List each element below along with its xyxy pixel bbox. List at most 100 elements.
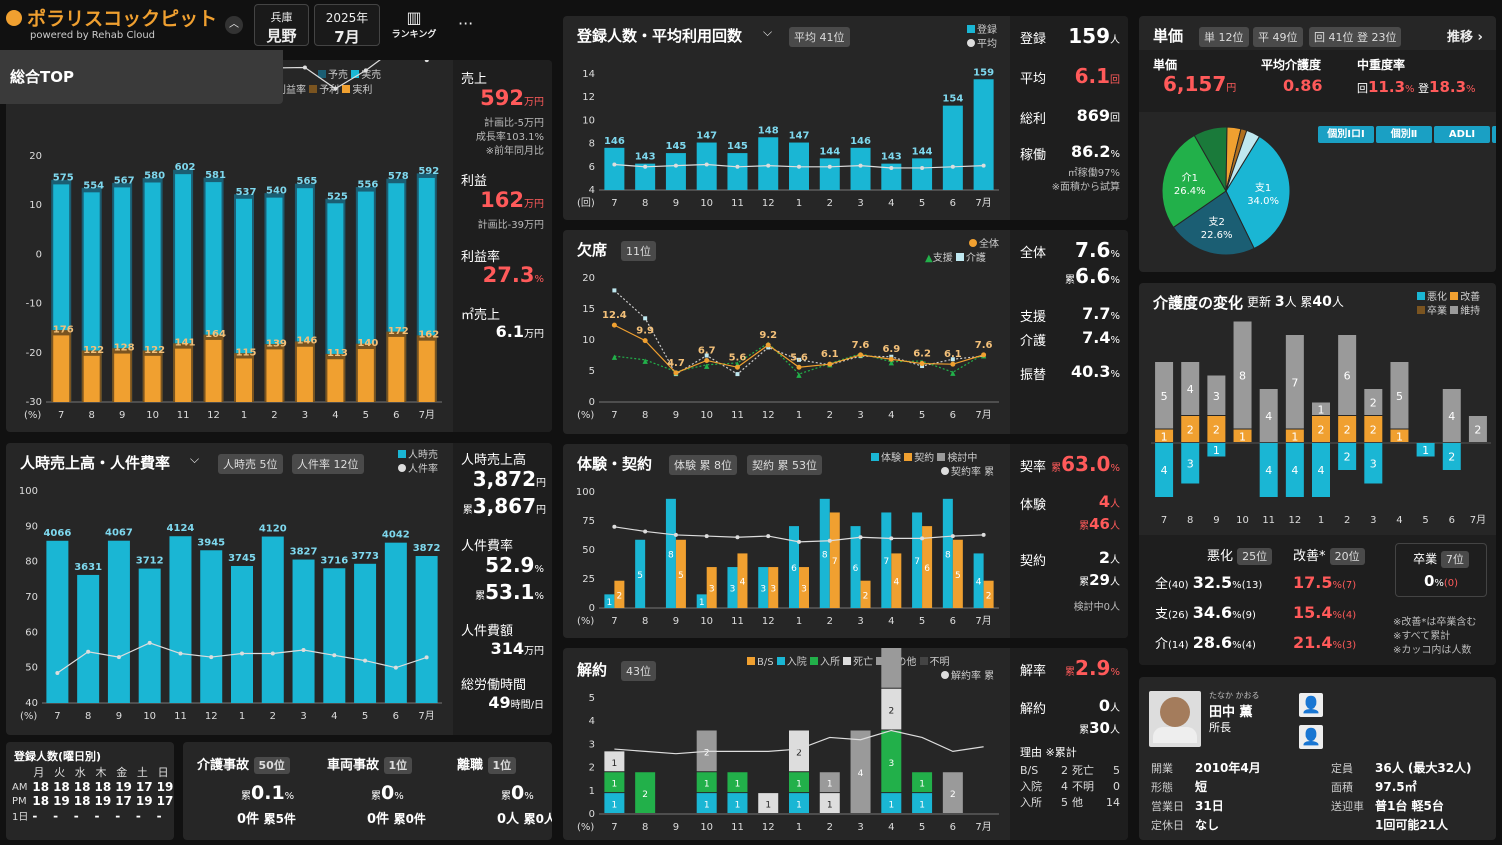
- sales-data-label: 581: [205, 170, 226, 181]
- worse-bar: [1312, 443, 1330, 497]
- y-tick-label: 0: [36, 249, 42, 260]
- facility-bar: [881, 730, 902, 793]
- hourly-sales-bar: [415, 556, 438, 703]
- hourly-sales-bar: [138, 568, 161, 703]
- trial-bar: [635, 539, 646, 608]
- y-tick-label: 5: [589, 366, 595, 377]
- care-point: [797, 357, 801, 362]
- cancel-summary: 解率 累2.9% 解約 0人 累30人 理由 ※累計 B/S 2 死亡 5 入院 4 不明 0…: [1010, 648, 1128, 840]
- ranking-button[interactable]: ▥ ランキング: [388, 8, 440, 40]
- x-tick-label: 2: [827, 822, 833, 833]
- trial-data-label: 6: [853, 564, 859, 574]
- trial-data-label: 3: [730, 585, 736, 595]
- contract-data-label: 2: [863, 591, 869, 601]
- accident-title: 介護事故 50位: [197, 754, 290, 774]
- month-selector[interactable]: 2025年 7月: [314, 4, 380, 46]
- facility-bar: [635, 772, 656, 813]
- contract-data-label: 7: [832, 557, 838, 567]
- x-tick-label: 6: [950, 822, 956, 833]
- menu-item-top[interactable]: 総合TOP: [10, 68, 74, 86]
- registered-data-label: 143: [635, 152, 656, 163]
- worse-bar: [1155, 443, 1174, 497]
- chevron-down-icon[interactable]: ⌵: [763, 25, 773, 39]
- addon-tag[interactable]: 科学的: [1492, 126, 1496, 143]
- app-logo[interactable]: ポラリスコックピット: [6, 4, 217, 31]
- contract-rate-point: [797, 539, 801, 544]
- average-point: [858, 163, 863, 168]
- accident-count: 0件 累5件: [237, 812, 296, 827]
- person-icon[interactable]: 👤: [1299, 725, 1323, 749]
- support-point: ▲: [950, 369, 956, 377]
- cr-value: 累63.0%: [1051, 452, 1120, 476]
- death-data-label: 1: [827, 801, 833, 811]
- stat-row: 全(40) 32.5%(13) 17.5%(7): [1155, 573, 1357, 592]
- worse-data-label: 4: [1161, 464, 1168, 477]
- registered-data-label: 146: [850, 136, 871, 147]
- info-row: 開業 2010年4月: [1151, 761, 1261, 775]
- person-icon[interactable]: 👤: [1299, 693, 1323, 717]
- actual-sales-bar: [327, 203, 344, 402]
- maintain-bar: [1390, 362, 1409, 429]
- stat-note-1: ※改善*は卒業含む: [1393, 617, 1477, 628]
- worse-bar: [1416, 443, 1435, 457]
- store-label: 見野: [266, 27, 297, 45]
- registration-rank: 平均 41位: [789, 27, 850, 47]
- x-tick-label: 7月: [975, 821, 991, 833]
- x-tick-label: 12: [762, 410, 775, 421]
- trial-legend: 体験 契約 検討中 契約率 累: [871, 452, 994, 480]
- y-tick-label: 90: [25, 521, 38, 532]
- sales-chart: 20100-10-20-30(%)57517655412256712858012…: [24, 60, 442, 421]
- legend-all: 全体: [969, 239, 999, 250]
- x-tick-label: 5: [363, 410, 369, 421]
- hourly-sales-bar: [292, 559, 315, 703]
- profit-data-label: 141: [175, 338, 196, 349]
- labor-rate-point: [86, 649, 91, 654]
- all-point: [919, 361, 925, 367]
- weekday-cell: 19: [115, 780, 132, 794]
- x-tick-label: 3: [300, 711, 306, 722]
- y-tick-label: 50: [25, 663, 38, 674]
- profit-data-label: 164: [205, 329, 226, 340]
- average-point: [643, 164, 648, 169]
- registered-bar: [635, 163, 656, 190]
- trial-bar: [819, 498, 830, 608]
- legend-average: 平均: [967, 39, 997, 50]
- x-tick-label: 10: [1236, 515, 1249, 526]
- more-icon[interactable]: ···: [458, 14, 474, 33]
- manager-info-2: 定員 36人 (最大32人) 面積 97.5㎡ 送迎車 普1台 軽5台 1回可能21人: [1331, 759, 1472, 835]
- addon-tag[interactable]: 個別ⅠロI: [1318, 126, 1374, 143]
- trend-link[interactable]: 推移 ›: [1447, 30, 1483, 45]
- average-point: [673, 163, 678, 168]
- hospital-bar: [912, 793, 933, 813]
- registered-data-label: 143: [881, 152, 902, 163]
- contract-bar: [891, 553, 902, 608]
- x-tick-label: 11: [174, 711, 187, 722]
- all-data-label: 5.6: [790, 352, 808, 363]
- legend-cancel-rate: 解約率 累: [941, 671, 994, 682]
- contract-rate-point: [981, 532, 986, 537]
- registered-data-label: 147: [789, 131, 810, 142]
- addon-tag[interactable]: 個別Ⅱ: [1376, 126, 1432, 143]
- care-change-title: 介護度の変化: [1153, 294, 1244, 312]
- hourly-summary: 人時売上高 3,872円 累3,867円 人件費率 52.9% 累53.1% 人…: [453, 443, 552, 735]
- x-tick-label: 8: [642, 410, 648, 421]
- chevron-up-icon[interactable]: ︿: [225, 16, 243, 34]
- legend-hourly-sales: 人時売: [398, 450, 438, 461]
- registered-bar: [850, 147, 871, 190]
- addon-tag[interactable]: ADLⅠ: [1434, 126, 1490, 143]
- chevron-down-icon[interactable]: ⌵: [190, 452, 200, 466]
- contract-data-label: 5: [955, 571, 961, 581]
- hs-label: 人時売上高: [461, 453, 527, 468]
- better-bar: [1285, 429, 1304, 442]
- cx-value: 0人: [1098, 696, 1120, 715]
- legend-contract: 契約: [904, 453, 934, 464]
- x-tick-label: 9: [1213, 515, 1219, 526]
- menu-dropdown: [0, 50, 283, 104]
- contract-data-label: 2: [986, 591, 992, 601]
- average-point: [920, 165, 925, 170]
- util-note-2: ※面積から試算: [1051, 182, 1120, 193]
- margin-point: [424, 60, 429, 63]
- all-data-label: 12.4: [602, 310, 627, 321]
- store-selector[interactable]: 兵庫 見野: [254, 4, 309, 46]
- contract-rate-point: [612, 524, 617, 529]
